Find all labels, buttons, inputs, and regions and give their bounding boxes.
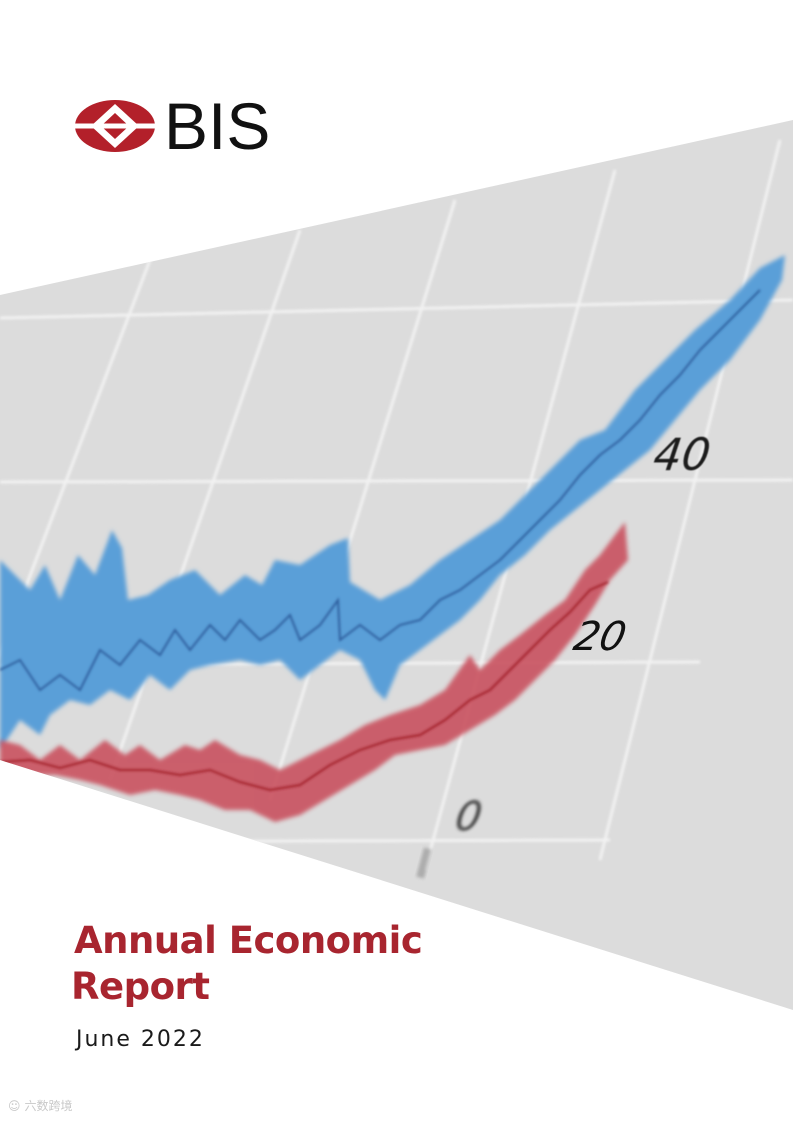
smile-icon: ☺ — [8, 1098, 21, 1113]
report-title-line1: Annual Economic — [74, 919, 423, 962]
tick-label-20: 20 — [570, 612, 631, 659]
report-title-line2: Report — [71, 965, 210, 1008]
watermark-text: 六数跨境 — [24, 1099, 73, 1113]
tick-label-40: 40 — [650, 430, 713, 481]
bis-emblem-icon — [74, 100, 156, 152]
lower-series-band — [0, 522, 628, 822]
watermark: ☺ 六数跨境 — [8, 1097, 73, 1114]
chart-tick-mark — [416, 847, 432, 879]
upper-series-line — [0, 289, 761, 692]
bis-logo: BIS — [74, 89, 271, 163]
report-title: Annual Economic Report — [71, 918, 423, 1010]
lower-series-line — [0, 581, 609, 792]
upper-series-band — [0, 255, 785, 750]
report-date: June 2022 — [76, 1027, 205, 1052]
bis-logo-text: BIS — [164, 89, 271, 163]
